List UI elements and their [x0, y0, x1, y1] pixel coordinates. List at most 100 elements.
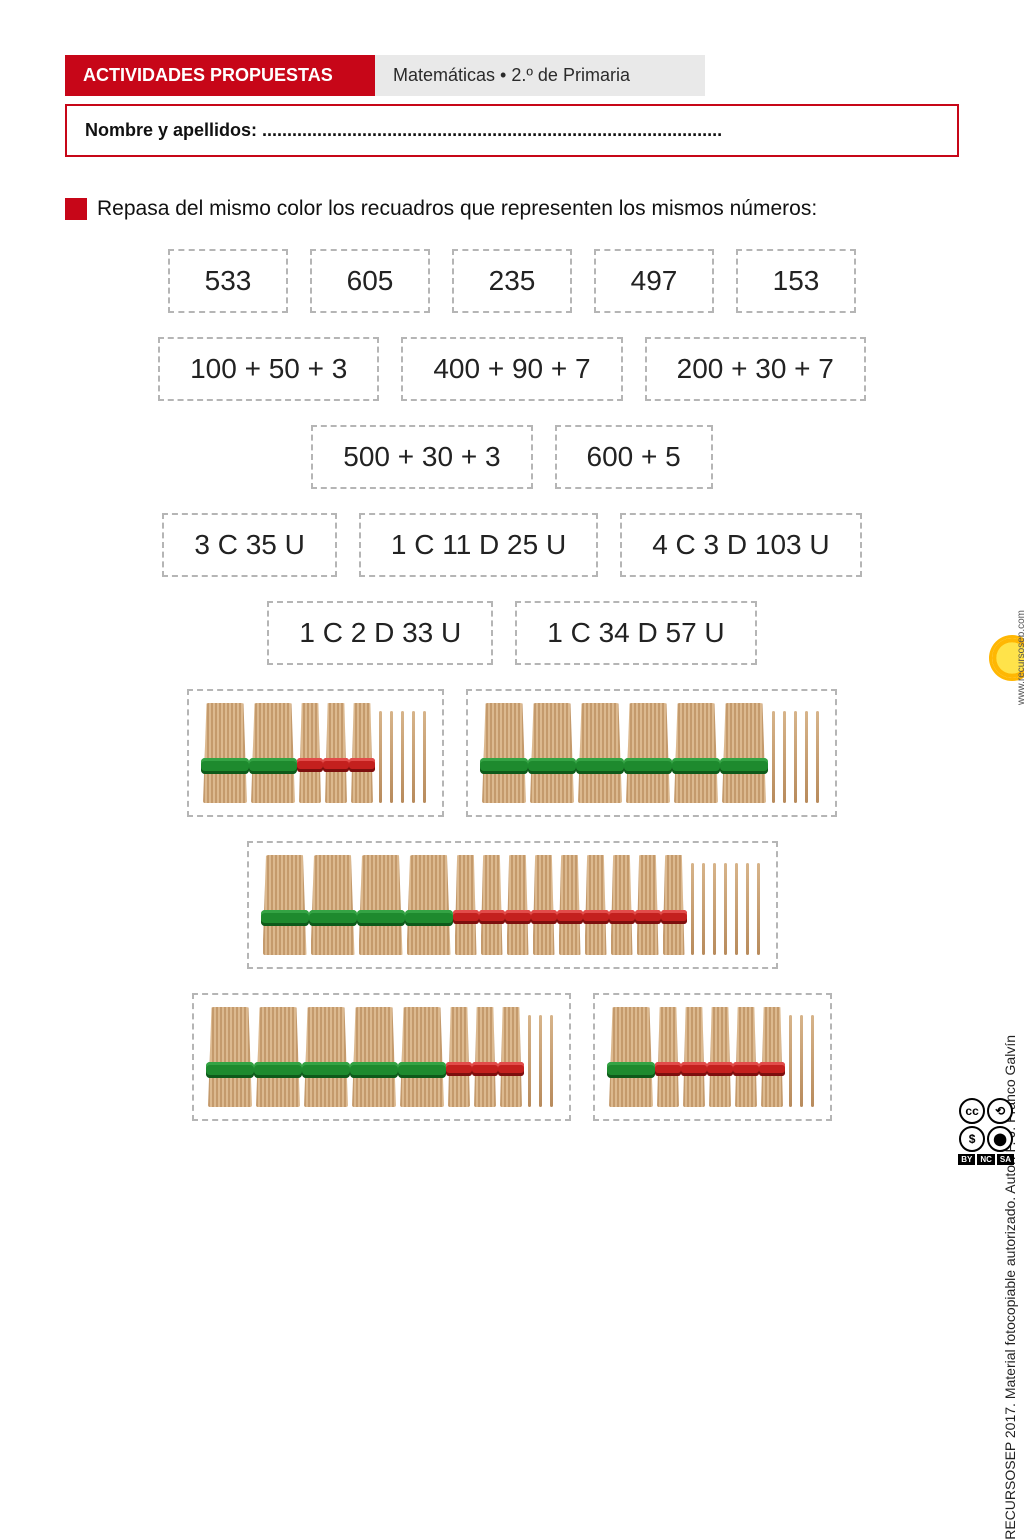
hundred-bundle-icon: [674, 703, 718, 803]
ten-bundle-icon: [663, 855, 685, 955]
instruction-text: Repasa del mismo color los recuadros que…: [97, 197, 817, 221]
cc-label: BY: [958, 1154, 975, 1165]
ten-bundle-icon: [533, 855, 555, 955]
hundred-bundle-icon: [400, 1007, 444, 1107]
hundred-bundle-icon: [626, 703, 670, 803]
stick-bundle-box[interactable]: [466, 689, 837, 817]
hundred-bundle-icon: [311, 855, 355, 955]
unit-stick-icon: [713, 863, 716, 955]
hundred-bundle-icon: [609, 1007, 653, 1107]
stick-bundle-box[interactable]: [187, 689, 444, 817]
cc-sa-icon: ⟲: [987, 1098, 1013, 1124]
ten-bundle-icon: [299, 703, 321, 803]
header-red-label: ACTIVIDADES PROPUESTAS: [65, 55, 375, 96]
bullet-square-icon: [65, 198, 87, 220]
cdu-row-2: 1 C 2 D 33 U 1 C 34 D 57 U: [65, 601, 959, 665]
unit-stick-icon: [379, 711, 382, 803]
stick-bundle-area: [65, 689, 959, 1121]
unit-stick-icon: [794, 711, 797, 803]
ten-bundle-icon: [585, 855, 607, 955]
hundred-bundle-icon: [530, 703, 574, 803]
unit-stick-icon: [735, 863, 738, 955]
hundred-bundle-icon: [407, 855, 451, 955]
number-box[interactable]: 605: [310, 249, 430, 313]
instruction-row: Repasa del mismo color los recuadros que…: [65, 197, 959, 221]
unit-stick-icon: [691, 863, 694, 955]
cc-icon: cc: [959, 1098, 985, 1124]
hundred-bundle-icon: [304, 1007, 348, 1107]
unit-stick-icon: [401, 711, 404, 803]
ten-bundle-icon: [481, 855, 503, 955]
ten-bundle-icon: [325, 703, 347, 803]
sum-box[interactable]: 500 + 30 + 3: [311, 425, 532, 489]
unit-stick-icon: [757, 863, 760, 955]
unit-stick-icon: [702, 863, 705, 955]
unit-stick-icon: [772, 711, 775, 803]
cdu-box[interactable]: 1 C 34 D 57 U: [515, 601, 756, 665]
cc-nc-icon: $: [959, 1126, 985, 1152]
unit-stick-icon: [811, 1015, 814, 1107]
unit-stick-icon: [746, 863, 749, 955]
worksheet-page: ACTIVIDADES PROPUESTAS Matemáticas • 2.º…: [0, 0, 1024, 1185]
hundred-bundle-icon: [359, 855, 403, 955]
hundred-bundle-icon: [578, 703, 622, 803]
unit-stick-icon: [724, 863, 727, 955]
stick-bundle-box[interactable]: [247, 841, 778, 969]
sum-row-2: 500 + 30 + 3 600 + 5: [65, 425, 959, 489]
unit-stick-icon: [528, 1015, 531, 1107]
number-row-1: 533 605 235 497 153: [65, 249, 959, 313]
ten-bundle-icon: [448, 1007, 470, 1107]
cdu-box[interactable]: 1 C 2 D 33 U: [267, 601, 493, 665]
sum-box[interactable]: 400 + 90 + 7: [401, 337, 622, 401]
ten-bundle-icon: [351, 703, 373, 803]
hundred-bundle-icon: [256, 1007, 300, 1107]
sum-box[interactable]: 100 + 50 + 3: [158, 337, 379, 401]
unit-stick-icon: [805, 711, 808, 803]
hundred-bundle-icon: [208, 1007, 252, 1107]
number-box[interactable]: 533: [168, 249, 288, 313]
number-box[interactable]: 153: [736, 249, 856, 313]
ten-bundle-icon: [761, 1007, 783, 1107]
stick-row: [65, 689, 959, 817]
sum-box[interactable]: 600 + 5: [555, 425, 713, 489]
header-gray-label: Matemáticas • 2.º de Primaria: [375, 55, 705, 96]
cc-license-badge: cc ⟲ $ ⬤ BY NC SA: [958, 1098, 1014, 1165]
hundred-bundle-icon: [722, 703, 766, 803]
cdu-box[interactable]: 4 C 3 D 103 U: [620, 513, 861, 577]
ten-bundle-icon: [559, 855, 581, 955]
name-field-line[interactable]: Nombre y apellidos: ....................…: [65, 104, 959, 157]
cc-by-icon: ⬤: [987, 1126, 1013, 1152]
cdu-box[interactable]: 1 C 11 D 25 U: [359, 513, 598, 577]
cdu-box[interactable]: 3 C 35 U: [162, 513, 337, 577]
ten-bundle-icon: [500, 1007, 522, 1107]
unit-stick-icon: [390, 711, 393, 803]
cc-label: NC: [977, 1154, 995, 1165]
unit-stick-icon: [412, 711, 415, 803]
stick-bundle-box[interactable]: [192, 993, 571, 1121]
ten-bundle-icon: [683, 1007, 705, 1107]
ten-bundle-icon: [611, 855, 633, 955]
stick-bundle-box[interactable]: [593, 993, 832, 1121]
unit-stick-icon: [816, 711, 819, 803]
unit-stick-icon: [800, 1015, 803, 1107]
number-box[interactable]: 497: [594, 249, 714, 313]
stick-row: [65, 993, 959, 1121]
unit-stick-icon: [550, 1015, 553, 1107]
cc-label: SA: [997, 1154, 1014, 1165]
unit-stick-icon: [423, 711, 426, 803]
number-box[interactable]: 235: [452, 249, 572, 313]
hundred-bundle-icon: [251, 703, 295, 803]
ten-bundle-icon: [709, 1007, 731, 1107]
hundred-bundle-icon: [203, 703, 247, 803]
ten-bundle-icon: [637, 855, 659, 955]
ten-bundle-icon: [455, 855, 477, 955]
sum-box[interactable]: 200 + 30 + 7: [645, 337, 866, 401]
ten-bundle-icon: [474, 1007, 496, 1107]
header-bar: ACTIVIDADES PROPUESTAS Matemáticas • 2.º…: [65, 55, 959, 96]
cdu-row-1: 3 C 35 U 1 C 11 D 25 U 4 C 3 D 103 U: [65, 513, 959, 577]
sum-row-1: 100 + 50 + 3 400 + 90 + 7 200 + 30 + 7: [65, 337, 959, 401]
site-url-text: www.recursosep.com: [1016, 610, 1024, 705]
unit-stick-icon: [789, 1015, 792, 1107]
hundred-bundle-icon: [352, 1007, 396, 1107]
ten-bundle-icon: [507, 855, 529, 955]
